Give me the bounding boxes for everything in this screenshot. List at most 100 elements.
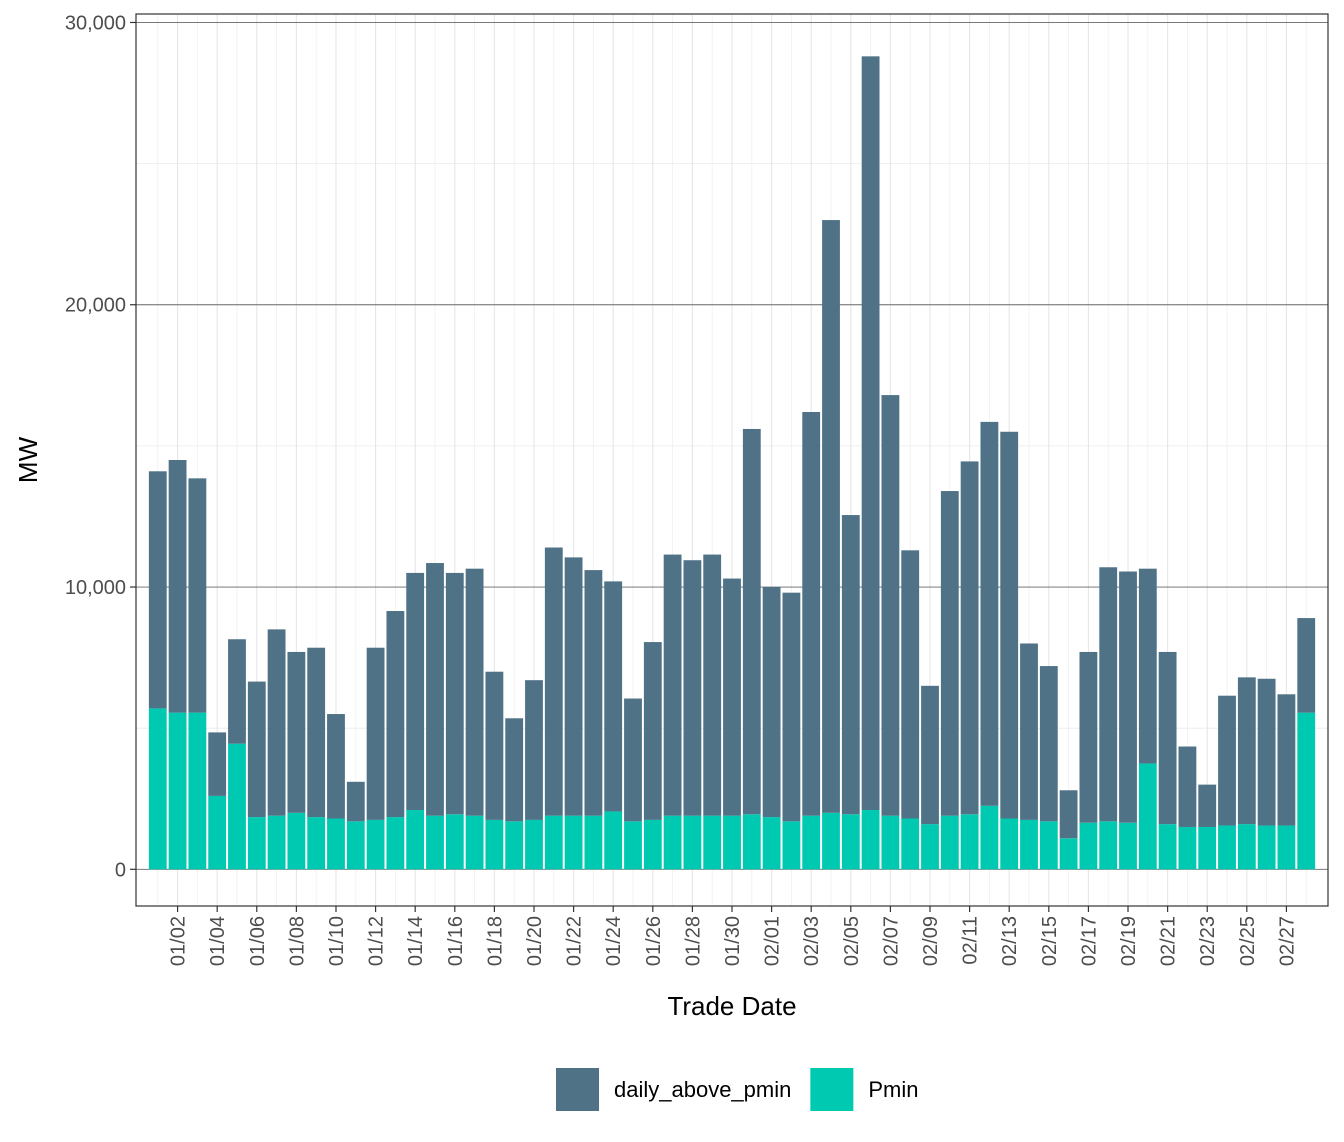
bar-daily-above-pmin (782, 592, 801, 822)
bar-pmin (1198, 826, 1217, 870)
x-tick-label: 02/23 (1197, 916, 1219, 966)
bar-pmin (188, 712, 207, 870)
bar-pmin (544, 815, 563, 870)
bar-pmin (208, 795, 227, 870)
bar-daily-above-pmin (643, 642, 662, 820)
x-tick-label: 02/15 (1039, 916, 1061, 966)
y-tick-label: 20,000 (65, 295, 126, 317)
bar-pmin (841, 814, 860, 870)
x-tick-label: 01/26 (643, 916, 665, 966)
x-tick-label: 01/14 (405, 916, 427, 966)
y-axis: 0 10,000 20,000 30,000 (65, 12, 136, 881)
x-tick-label: 01/02 (168, 916, 190, 966)
bar-daily-above-pmin (327, 714, 345, 819)
x-tick-label: 01/06 (247, 916, 269, 966)
x-tick-label: 02/25 (1237, 916, 1259, 966)
y-tick-label: 30,000 (65, 12, 126, 34)
bar-pmin (881, 815, 900, 870)
bar-daily-above-pmin (960, 461, 979, 815)
bar-daily-above-pmin (1119, 571, 1137, 823)
bar-pmin (426, 815, 444, 870)
x-axis-title: Trade Date (667, 991, 796, 1021)
bar-daily-above-pmin (1198, 784, 1217, 827)
bar-daily-above-pmin (1257, 678, 1276, 826)
bar-daily-above-pmin (1158, 651, 1177, 825)
bar-pmin (1297, 712, 1316, 870)
bar-daily-above-pmin (505, 718, 524, 822)
bar-pmin (406, 810, 425, 870)
bar-daily-above-pmin (881, 395, 900, 816)
x-tick-label: 01/20 (524, 916, 546, 966)
bar-pmin (822, 812, 840, 870)
bar-pmin (861, 810, 880, 870)
bar-pmin (1119, 822, 1137, 870)
bar-pmin (980, 805, 999, 870)
bar-pmin (1158, 824, 1177, 870)
bar-daily-above-pmin (247, 681, 266, 818)
x-tick-label: 02/01 (762, 916, 784, 966)
bar-daily-above-pmin (465, 568, 484, 816)
bar-pmin (742, 814, 761, 870)
x-tick-label: 02/17 (1078, 916, 1100, 966)
x-tick-label: 01/16 (445, 916, 467, 966)
bar-pmin (366, 819, 385, 870)
bar-daily-above-pmin (861, 56, 880, 811)
x-tick-label: 02/21 (1158, 916, 1180, 966)
bar-daily-above-pmin (584, 570, 603, 816)
bar-pmin (960, 814, 979, 870)
x-tick-label: 01/18 (484, 916, 506, 966)
bar-pmin (346, 821, 365, 870)
bar-pmin (386, 817, 405, 870)
bar-pmin (287, 812, 306, 870)
bar-pmin (663, 815, 682, 870)
bar-daily-above-pmin (822, 220, 840, 813)
bar-daily-above-pmin (188, 478, 207, 713)
bar-pmin (782, 821, 801, 870)
legend: daily_above_pmin Pmin (556, 1068, 918, 1111)
bar-pmin (1079, 822, 1098, 870)
bar-pmin (703, 815, 722, 870)
bar-pmin (1218, 825, 1236, 870)
bar-daily-above-pmin (1138, 568, 1157, 764)
bar-pmin (505, 821, 524, 870)
bar-daily-above-pmin (624, 698, 642, 822)
legend-label: daily_above_pmin (614, 1077, 791, 1102)
bar-daily-above-pmin (1039, 666, 1058, 822)
bar-daily-above-pmin (802, 412, 821, 816)
bar-pmin (267, 815, 286, 870)
legend-key (556, 1068, 599, 1111)
bar-daily-above-pmin (604, 581, 623, 812)
bar-pmin (1138, 763, 1157, 870)
bar-daily-above-pmin (901, 550, 920, 819)
bar-pmin (525, 819, 543, 870)
bar-daily-above-pmin (841, 515, 860, 815)
bar-pmin (921, 824, 939, 870)
bar-pmin (604, 811, 623, 870)
x-tick-label: 02/03 (801, 916, 823, 966)
bar-pmin (228, 743, 246, 870)
bar-pmin (940, 815, 959, 870)
bar-pmin (327, 818, 345, 870)
bar-daily-above-pmin (307, 647, 326, 818)
bar-daily-above-pmin (723, 578, 741, 816)
x-tick-label: 01/22 (564, 916, 586, 966)
bar-daily-above-pmin (386, 611, 405, 818)
bar-pmin (901, 818, 920, 870)
legend-key (810, 1068, 854, 1111)
bars (148, 56, 1316, 870)
bar-daily-above-pmin (445, 572, 464, 815)
y-axis-title: MW (13, 436, 43, 483)
bar-pmin (307, 817, 326, 870)
bar-pmin (723, 815, 741, 870)
bar-daily-above-pmin (1237, 677, 1256, 825)
bar-daily-above-pmin (1297, 618, 1316, 713)
bar-daily-above-pmin (1178, 746, 1197, 827)
bar-pmin (485, 819, 504, 870)
bar-daily-above-pmin (426, 563, 444, 816)
bar-daily-above-pmin (762, 587, 781, 818)
legend-label: Pmin (868, 1077, 918, 1102)
bar-daily-above-pmin (742, 428, 761, 815)
x-axis: 01/02 01/04 01/06 01/08 01/10 01/12 01/14 01/16… (168, 906, 1298, 966)
bar-pmin (762, 817, 781, 870)
